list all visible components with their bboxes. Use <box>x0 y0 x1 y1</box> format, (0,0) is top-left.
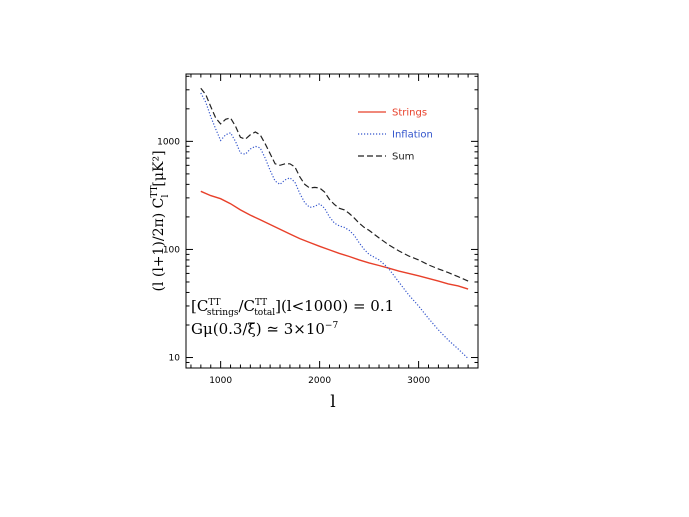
legend: Strings Inflation Sum <box>358 108 433 163</box>
x-tick-label: 1000 <box>209 376 232 386</box>
annotation-tension: Gμ(0.3/ξ̄) ≃ 3×10−7 <box>191 320 338 338</box>
legend-label-inflation: Inflation <box>392 130 433 141</box>
y-tick-label: 100 <box>163 245 180 255</box>
x-tick-label: 2000 <box>308 376 331 386</box>
x-tick-label: 3000 <box>407 376 430 386</box>
y-axis-label-main: (l (l+1)/2π) C <box>151 198 167 292</box>
series-layer <box>200 87 469 359</box>
y-axis-label-sub: l <box>161 194 171 197</box>
axis-ticks: 1000 2000 3000 10 100 1000 <box>157 74 478 386</box>
legend-label-strings: Strings <box>392 108 427 119</box>
y-axis-label: (l (l+1)/2π) CTTl [μK²] <box>150 150 171 291</box>
series-line-strings <box>200 190 469 290</box>
y-tick-label: 1000 <box>157 137 180 147</box>
x-axis-label: l <box>330 392 335 412</box>
legend-label-sum: Sum <box>392 152 414 163</box>
annotation-fraction: [CTT strings/CTT total](l<1000) = 0.1 <box>191 297 394 318</box>
y-tick-label: 10 <box>169 354 181 364</box>
y-axis-label-sup: TT <box>150 185 160 197</box>
y-axis-label-unit: [μK²] <box>151 150 167 186</box>
series-line-sum <box>200 87 469 282</box>
plot-frame <box>185 73 479 369</box>
